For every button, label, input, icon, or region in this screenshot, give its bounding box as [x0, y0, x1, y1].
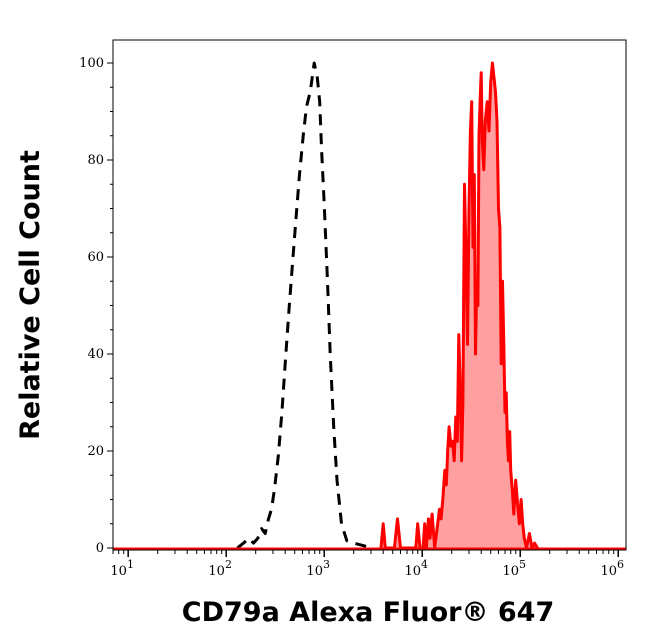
- y-tick-label: 0: [96, 541, 104, 556]
- x-tick-label: 104: [404, 558, 428, 579]
- y-axis-title: Relative Cell Count: [15, 150, 46, 440]
- y-tick-label: 80: [87, 153, 104, 168]
- plot-frame: [112, 39, 627, 551]
- y-tick-label: 20: [87, 444, 104, 459]
- series-fill-red: [381, 63, 538, 548]
- series-line-dashed: [236, 61, 372, 550]
- x-axis-title: CD79a Alexa Fluor® 647: [182, 597, 554, 628]
- x-tick-label: 105: [502, 558, 526, 579]
- y-tick-label: 100: [79, 56, 104, 71]
- y-tick-label: 40: [87, 347, 104, 362]
- plot-area: [113, 61, 626, 550]
- x-tick-label: 106: [600, 558, 624, 579]
- axes: 0 20 40 60 80 100 101 102 103 104 105 106: [79, 39, 627, 579]
- y-tick-label: 60: [87, 250, 104, 265]
- x-tick-label: 103: [306, 558, 330, 579]
- x-tick-label: 102: [208, 558, 232, 579]
- x-tick-label: 101: [110, 558, 134, 579]
- series-line-red: [379, 61, 539, 550]
